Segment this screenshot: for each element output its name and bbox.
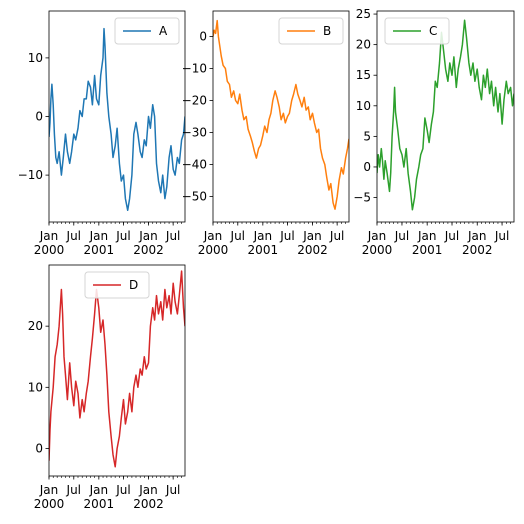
y-tick-label: −40	[182, 157, 207, 171]
y-tick-label: 15	[356, 68, 371, 82]
legend: C	[384, 17, 450, 45]
legend: B	[278, 17, 344, 45]
series-line-a	[49, 27, 185, 212]
x-tick-label: Jan 2002	[133, 229, 164, 257]
x-tick-label: Jan 2000	[34, 483, 65, 511]
series-line-d	[49, 270, 185, 468]
legend-label: D	[129, 278, 138, 292]
legend-label: B	[323, 24, 331, 38]
y-tick-label: 0	[35, 110, 43, 124]
y-tick-label: 25	[356, 7, 371, 21]
x-tick-label: Jan 2001	[84, 483, 115, 511]
x-tick-label: Jul	[66, 483, 81, 497]
y-tick-label: 0	[363, 160, 371, 174]
y-tick-label: 0	[35, 441, 43, 455]
x-tick-label: Jan 2001	[412, 229, 443, 257]
y-tick-label: −10	[182, 62, 207, 76]
y-tick-label: −30	[182, 125, 207, 139]
x-tick-label: Jan 2000	[362, 229, 393, 257]
x-tick-label: Jul	[230, 229, 245, 243]
legend: A	[114, 17, 180, 45]
axes-frame	[48, 264, 186, 477]
x-tick-label: Jul	[444, 229, 459, 243]
series-line-c	[377, 19, 514, 211]
y-tick-label: 0	[199, 30, 207, 44]
x-tick-label: Jan 2000	[34, 229, 65, 257]
legend-label: C	[429, 24, 437, 38]
x-tick-label: Jan 2001	[84, 229, 115, 257]
axes-frame	[376, 10, 515, 223]
x-tick-label: Jul	[329, 229, 344, 243]
series-line-b	[213, 19, 349, 210]
y-tick-label: 10	[28, 51, 43, 65]
y-tick-label: 20	[356, 38, 371, 52]
legend-label: A	[159, 24, 168, 38]
x-tick-label: Jul	[165, 483, 180, 497]
x-tick-label: Jul	[115, 483, 130, 497]
x-tick-label: Jul	[494, 229, 509, 243]
x-tick-label: Jul	[66, 229, 81, 243]
y-tick-label: 10	[28, 380, 43, 394]
x-tick-label: Jul	[394, 229, 409, 243]
y-tick-label: 5	[363, 129, 371, 143]
y-tick-label: −50	[182, 189, 207, 203]
axes-frame	[212, 10, 350, 223]
x-tick-label: Jul	[165, 229, 180, 243]
x-tick-label: Jan 2002	[133, 483, 164, 511]
x-tick-label: Jan 2001	[248, 229, 279, 257]
x-tick-label: Jul	[279, 229, 294, 243]
y-tick-label: 20	[28, 319, 43, 333]
x-tick-label: Jan 2000	[198, 229, 229, 257]
y-tick-label: −20	[182, 94, 207, 108]
x-tick-label: Jan 2002	[462, 229, 493, 257]
y-tick-label: 10	[356, 99, 371, 113]
y-tick-label: −5	[353, 191, 371, 205]
x-tick-label: Jul	[115, 229, 130, 243]
legend: D	[84, 271, 150, 299]
y-tick-label: −10	[18, 168, 43, 182]
x-tick-label: Jan 2002	[297, 229, 328, 257]
